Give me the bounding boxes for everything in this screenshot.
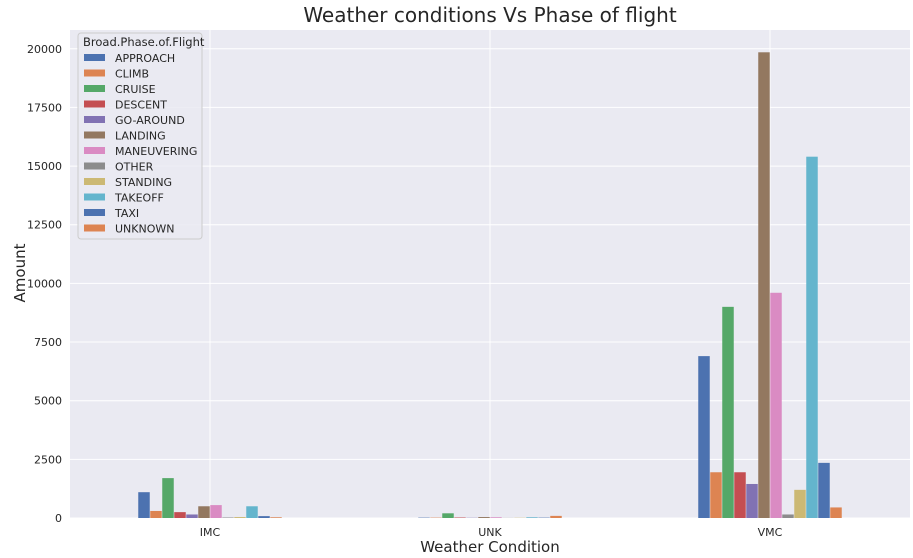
- bar: [246, 506, 258, 518]
- bar: [162, 478, 174, 518]
- bar: [186, 514, 198, 518]
- x-tick-label: IMC: [200, 526, 221, 539]
- legend-label: STANDING: [115, 176, 172, 189]
- bar: [830, 507, 842, 518]
- bar: [490, 517, 502, 518]
- legend-swatch: [84, 209, 105, 216]
- bar: [198, 506, 210, 518]
- legend-label: CLIMB: [115, 68, 149, 81]
- legend-title: Broad.Phase.of.Flight: [83, 35, 205, 49]
- bar: [550, 515, 562, 518]
- legend-label: TAXI: [114, 207, 139, 220]
- y-tick-label: 20000: [27, 43, 62, 56]
- bar: [794, 489, 806, 518]
- bars: [138, 52, 842, 519]
- bar: [698, 356, 710, 518]
- y-tick-label: 7500: [34, 336, 62, 349]
- y-tick-label: 5000: [34, 395, 62, 408]
- y-tick-label: 15000: [27, 160, 62, 173]
- bar: [258, 516, 270, 518]
- legend-swatch: [84, 85, 105, 92]
- x-tick-label: VMC: [758, 526, 783, 539]
- legend-swatch: [84, 162, 105, 170]
- legend-swatch: [84, 69, 105, 77]
- legend-swatch: [84, 224, 105, 232]
- legend-label: MANEUVERING: [115, 145, 197, 158]
- legend-swatch: [84, 178, 105, 185]
- bar: [478, 517, 490, 518]
- bar: [746, 483, 758, 518]
- bar: [526, 517, 538, 518]
- legend-label: CRUISE: [115, 83, 156, 96]
- legend-box: [77, 32, 203, 240]
- y-tick-label: 17500: [27, 101, 62, 114]
- bar: [174, 512, 186, 518]
- x-tick-label: UNK: [478, 526, 502, 539]
- x-axis-label: Weather Condition: [420, 538, 560, 556]
- bar: [806, 156, 818, 518]
- bar: [710, 472, 722, 518]
- y-tick-label: 2500: [34, 453, 62, 466]
- bar: [138, 492, 150, 518]
- legend-swatch: [84, 131, 105, 139]
- legend-label: LANDING: [115, 130, 166, 143]
- y-axis-label: Amount: [11, 243, 29, 302]
- legend-swatch: [84, 54, 105, 61]
- legend-label: TAKEOFF: [114, 192, 164, 205]
- legend-label: APPROACH: [115, 52, 175, 65]
- y-axis-ticks: 0 2500 5000 7500 10000 12500 15000 17500 20000: [27, 43, 62, 525]
- bar: [734, 472, 746, 518]
- y-tick-label: 10000: [27, 277, 62, 290]
- bar: [722, 306, 734, 518]
- legend: Broad.Phase.of.Flight APPROACH CLIMB CRUIS…: [77, 32, 205, 240]
- legend-label: OTHER: [115, 161, 154, 174]
- legend-label: GO-AROUND: [115, 114, 185, 127]
- bar: [758, 52, 770, 519]
- chart-title: Weather conditions Vs Phase of flight: [303, 3, 677, 27]
- legend-label: UNKNOWN: [115, 223, 175, 236]
- bar: [818, 462, 830, 518]
- bar: [150, 510, 162, 518]
- y-tick-label: 12500: [27, 219, 62, 232]
- bar: [270, 517, 282, 518]
- legend-swatch: [84, 193, 105, 201]
- bar: [442, 513, 454, 518]
- legend-label: DESCENT: [115, 99, 167, 112]
- bar: [782, 514, 794, 518]
- x-axis-ticks: IMC UNK VMC: [200, 526, 783, 539]
- bar: [234, 517, 246, 518]
- legend-swatch: [84, 147, 105, 154]
- grid-lines: [70, 30, 910, 519]
- y-tick-label: 0: [55, 512, 62, 525]
- bar: [770, 292, 782, 518]
- legend-swatch: [84, 100, 105, 108]
- legend-swatch: [84, 116, 105, 123]
- bar: [210, 505, 222, 518]
